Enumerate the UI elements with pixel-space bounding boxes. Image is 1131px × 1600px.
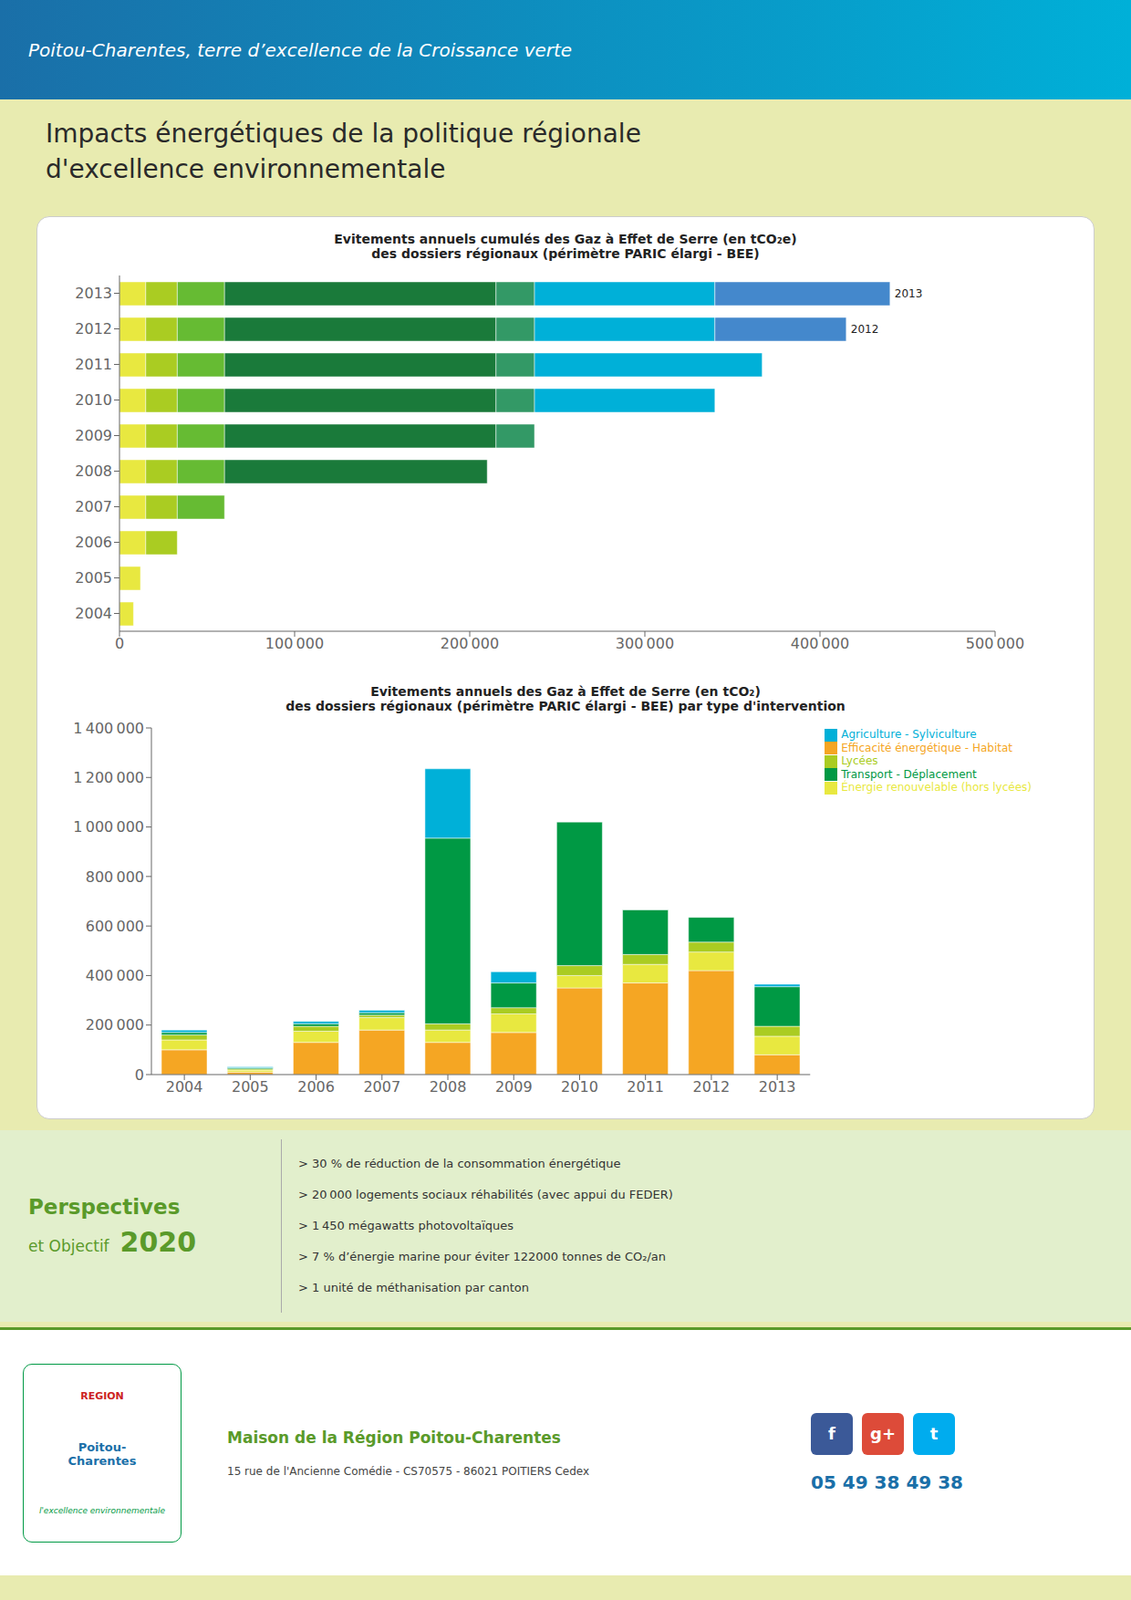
svg-text:0: 0	[114, 634, 125, 653]
svg-text:2013: 2013	[74, 284, 113, 302]
svg-text:2007: 2007	[363, 1078, 401, 1096]
svg-text:200 000: 200 000	[85, 1016, 145, 1034]
svg-text:1 400 000: 1 400 000	[72, 719, 145, 737]
html-text:15 rue de l'Ancienne Comédie -: 15 rue de l'Ancienne Comédie - CS70575 -…	[227, 1464, 590, 1478]
html-text:Énergie renouvelable (hors lyc: Énergie renouvelable (hors lycées)	[841, 780, 1032, 794]
svg-text:2006: 2006	[297, 1078, 335, 1096]
svg-text:0: 0	[134, 1066, 145, 1084]
html-text:Agriculture - Sylviculture: Agriculture - Sylviculture	[841, 727, 977, 741]
svg-text:2009: 2009	[495, 1078, 533, 1096]
svg-text:2007: 2007	[74, 498, 113, 516]
html-text:l'excellence environnementale: l'excellence environnementale	[39, 1505, 166, 1515]
html-text:Efficacité énergétique - Habit: Efficacité énergétique - Habitat	[841, 741, 1013, 754]
html-text:f: f	[828, 1423, 836, 1443]
svg-text:2004: 2004	[74, 604, 113, 623]
svg-text:2005: 2005	[74, 569, 113, 587]
html-text:> 1 unité de méthanisation par: > 1 unité de méthanisation par canton	[298, 1280, 530, 1295]
svg-text:100 000: 100 000	[265, 634, 324, 653]
svg-text:2012: 2012	[850, 322, 880, 336]
svg-text:400 000: 400 000	[790, 634, 850, 653]
html-text:et Objectif 2020: et Objectif 2020	[28, 1225, 197, 1258]
svg-text:2006: 2006	[74, 533, 113, 551]
svg-text:2011: 2011	[626, 1078, 665, 1096]
svg-text:2012: 2012	[74, 320, 113, 338]
html-text:Poitou-Charentes, terre d’exce: Poitou-Charentes, terre d’excellence de …	[28, 38, 573, 61]
html-text:t: t	[930, 1423, 938, 1443]
svg-text:800 000: 800 000	[85, 868, 145, 886]
svg-text:2010: 2010	[560, 1078, 599, 1096]
svg-text:1 200 000: 1 200 000	[72, 768, 145, 787]
html-text:Maison de la Région Poitou-Cha: Maison de la Région Poitou-Charentes	[227, 1427, 561, 1447]
html-text:> 1 450 mégawatts photovoltaïq: > 1 450 mégawatts photovoltaïques	[298, 1218, 514, 1233]
svg-text:500 000: 500 000	[965, 634, 1025, 653]
svg-text:1 000 000: 1 000 000	[72, 818, 145, 836]
svg-text:2011: 2011	[74, 355, 113, 374]
svg-text:400 000: 400 000	[85, 966, 145, 985]
svg-text:2005: 2005	[231, 1078, 270, 1096]
html-text:Lycées: Lycées	[841, 754, 878, 768]
html-text:Evitements annuels des Gaz à E: Evitements annuels des Gaz à Effet de Se…	[285, 684, 846, 714]
html-text:Poitou- Charentes: Poitou- Charentes	[68, 1440, 137, 1468]
html-text:Perspectives: Perspectives	[28, 1194, 181, 1219]
html-text:g+: g+	[870, 1423, 896, 1443]
svg-text:2012: 2012	[693, 1078, 731, 1096]
html-text:05 49 38 49 38: 05 49 38 49 38	[810, 1470, 964, 1493]
svg-text:300 000: 300 000	[615, 634, 675, 653]
svg-text:200 000: 200 000	[440, 634, 499, 653]
svg-text:2009: 2009	[74, 426, 113, 445]
html-text:Impacts énergétiques de la pol: Impacts énergétiques de la politique rég…	[45, 118, 642, 185]
html-text:> 20 000 logements sociaux réh: > 20 000 logements sociaux réhabilités (…	[298, 1187, 673, 1202]
svg-text:2008: 2008	[74, 462, 113, 480]
html-text:REGION: REGION	[80, 1390, 124, 1403]
svg-text:2004: 2004	[166, 1078, 204, 1096]
svg-text:2008: 2008	[429, 1078, 467, 1096]
html-text:Evitements annuels cumulés des: Evitements annuels cumulés des Gaz à Eff…	[334, 231, 797, 261]
svg-text:2013: 2013	[758, 1078, 797, 1096]
html-text:> 7 % d’énergie marine pour év: > 7 % d’énergie marine pour éviter 12200…	[298, 1249, 666, 1264]
svg-text:2013: 2013	[894, 287, 924, 301]
html-text:Transport - Déplacement: Transport - Déplacement	[841, 767, 977, 781]
html-text:> 30 % de réduction de la cons: > 30 % de réduction de la consommation é…	[298, 1156, 621, 1171]
svg-text:2010: 2010	[74, 391, 113, 409]
svg-text:600 000: 600 000	[85, 917, 145, 935]
